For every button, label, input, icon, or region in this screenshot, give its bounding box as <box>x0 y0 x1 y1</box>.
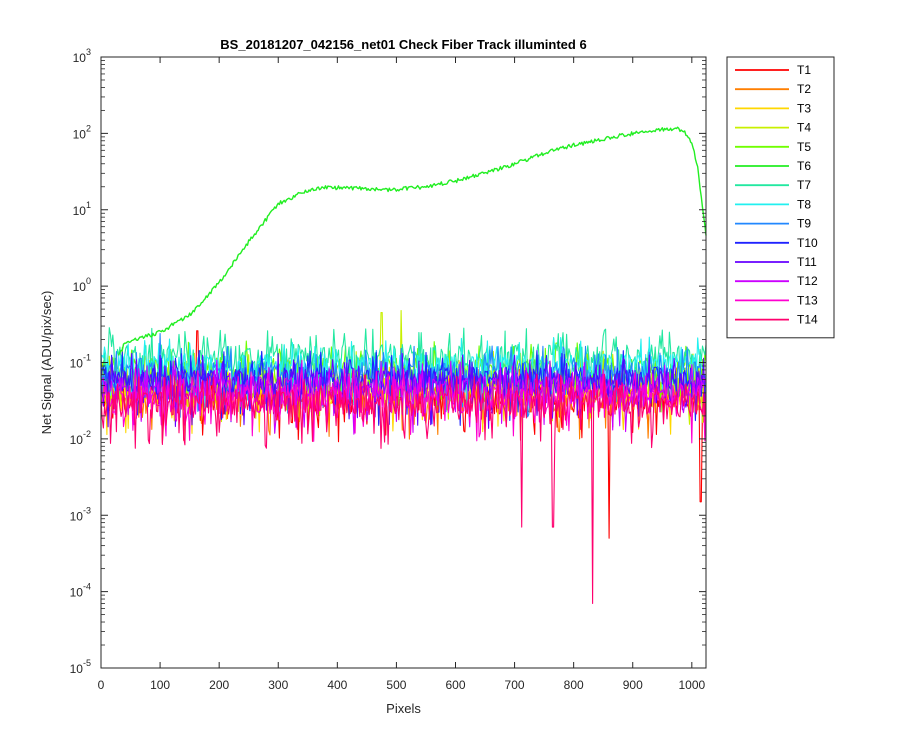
series-line-t7 <box>100 327 707 403</box>
series-layer <box>100 126 707 605</box>
legend-label-t13: T13 <box>797 293 818 307</box>
legend-label-t2: T2 <box>797 82 811 96</box>
legend-label-t14: T14 <box>797 313 818 327</box>
x-tick-label: 0 <box>98 678 105 692</box>
x-tick-label: 800 <box>564 678 584 692</box>
legend-label-t11: T11 <box>797 255 817 269</box>
x-tick-label: 700 <box>505 678 525 692</box>
x-tick-label: 100 <box>150 678 170 692</box>
x-tick-label: 600 <box>445 678 465 692</box>
x-tick-label: 300 <box>268 678 288 692</box>
series-line-t14 <box>100 373 707 605</box>
legend-label-t1: T1 <box>797 63 811 77</box>
legend-label-t3: T3 <box>797 101 811 115</box>
legend-label-t12: T12 <box>797 274 818 288</box>
legend-box <box>726 56 835 339</box>
legend-label-t8: T8 <box>797 197 811 211</box>
chart-title: BS_20181207_042156_net01 Check Fiber Tra… <box>220 37 586 52</box>
legend-label-t5: T5 <box>797 140 811 154</box>
series-line-t6 <box>118 126 707 356</box>
legend: T1 T2 T3 T4 T5 T6 T7 T8 T9 T10 T11 T12 T13 T14 <box>726 56 835 339</box>
y-axis-label: Net Signal (ADU/pix/sec) <box>39 291 54 435</box>
x-tick-label: 400 <box>327 678 347 692</box>
legend-label-t9: T9 <box>797 217 811 231</box>
x-axis-label: Pixels <box>386 701 421 716</box>
legend-label-t7: T7 <box>797 178 811 192</box>
x-tick-label: 200 <box>209 678 229 692</box>
x-tick-label: 900 <box>623 678 643 692</box>
x-tick-label: 500 <box>386 678 406 692</box>
legend-label-t10: T10 <box>797 236 818 250</box>
x-tick-label: 1000 <box>678 678 705 692</box>
ticks-layer: 0 100 200 300 400 500 600 700 800 900 100010-510-4… <box>70 47 706 692</box>
legend-label-t4: T4 <box>797 121 811 135</box>
legend-label-t6: T6 <box>797 159 811 173</box>
